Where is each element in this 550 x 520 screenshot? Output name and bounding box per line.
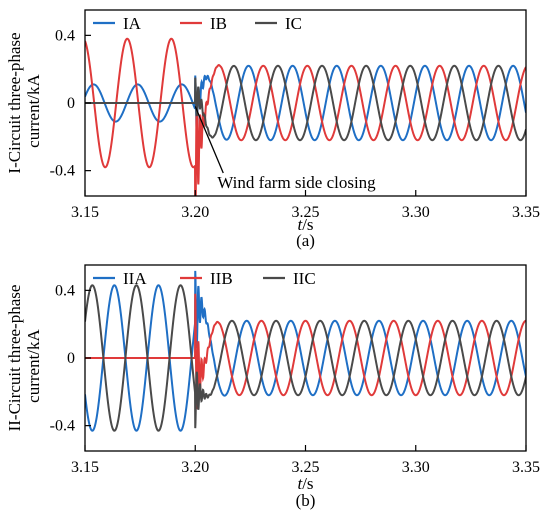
y-tick-label: 0.4 — [55, 282, 75, 299]
legend-label-iib: IIB — [210, 269, 233, 288]
series-line-ib — [85, 37, 526, 196]
x-tick-label: 3.15 — [71, 204, 99, 221]
legend-label-ib: IB — [210, 14, 227, 33]
x-tick-label: 3.25 — [292, 204, 320, 221]
x-axis-label-var: t — [297, 215, 303, 234]
x-axis-label-var: t — [297, 474, 303, 493]
series-line-iia — [85, 270, 526, 432]
annotation-arrow — [194, 106, 224, 174]
y-tick-label: -0.4 — [50, 418, 75, 435]
x-tick-label: 3.30 — [402, 459, 430, 476]
annotation-text: Wind farm side closing — [217, 173, 376, 192]
x-tick-label: 3.30 — [402, 204, 430, 221]
y-tick-label: -0.4 — [50, 163, 75, 180]
x-axis-label: t/s — [297, 474, 313, 493]
x-tick-label: 3.20 — [181, 459, 209, 476]
legend-label-ic: IC — [285, 14, 302, 33]
y-axis-label-line1: II-Circuit three-phase — [5, 285, 24, 432]
x-tick-label: 3.35 — [512, 459, 540, 476]
x-axis-label: t/s — [297, 215, 313, 234]
legend-label-iic: IIC — [293, 269, 316, 288]
series-line-iib — [85, 293, 526, 410]
panel-label: (b) — [296, 491, 316, 510]
x-tick-label: 3.35 — [512, 204, 540, 221]
y-tick-label: 0 — [67, 350, 75, 367]
x-tick-label: 3.15 — [71, 459, 99, 476]
x-axis-label-unit: /s — [302, 215, 313, 234]
legend-label-iia: IIA — [123, 269, 147, 288]
series-line-ic — [85, 64, 526, 142]
legend-label-ia: IA — [123, 14, 142, 33]
x-axis-label-unit: /s — [302, 474, 313, 493]
chart-panel-b: 3.15 3.20 3.25 3.30 3.35 0.4 0 -0.4 t/s(b) II-Cir… — [5, 264, 540, 510]
x-tick-label: 3.20 — [181, 204, 209, 221]
y-tick-label: 0 — [67, 95, 75, 112]
y-axis-label-line2: current/kA — [24, 73, 43, 147]
y-axis-label-line2: current/kA — [24, 328, 43, 402]
series-line-iic — [85, 284, 526, 432]
y-axis-label-line1: I-Circuit three-phase — [5, 32, 24, 173]
chart-panel-a: 3.15 3.20 3.25 3.30 3.35 0.4 0 -0.4 t/s(a) I-Circ… — [5, 9, 540, 250]
panel-label: (a) — [296, 231, 315, 250]
x-tick-label: 3.25 — [292, 459, 320, 476]
y-tick-label: 0.4 — [55, 27, 75, 44]
